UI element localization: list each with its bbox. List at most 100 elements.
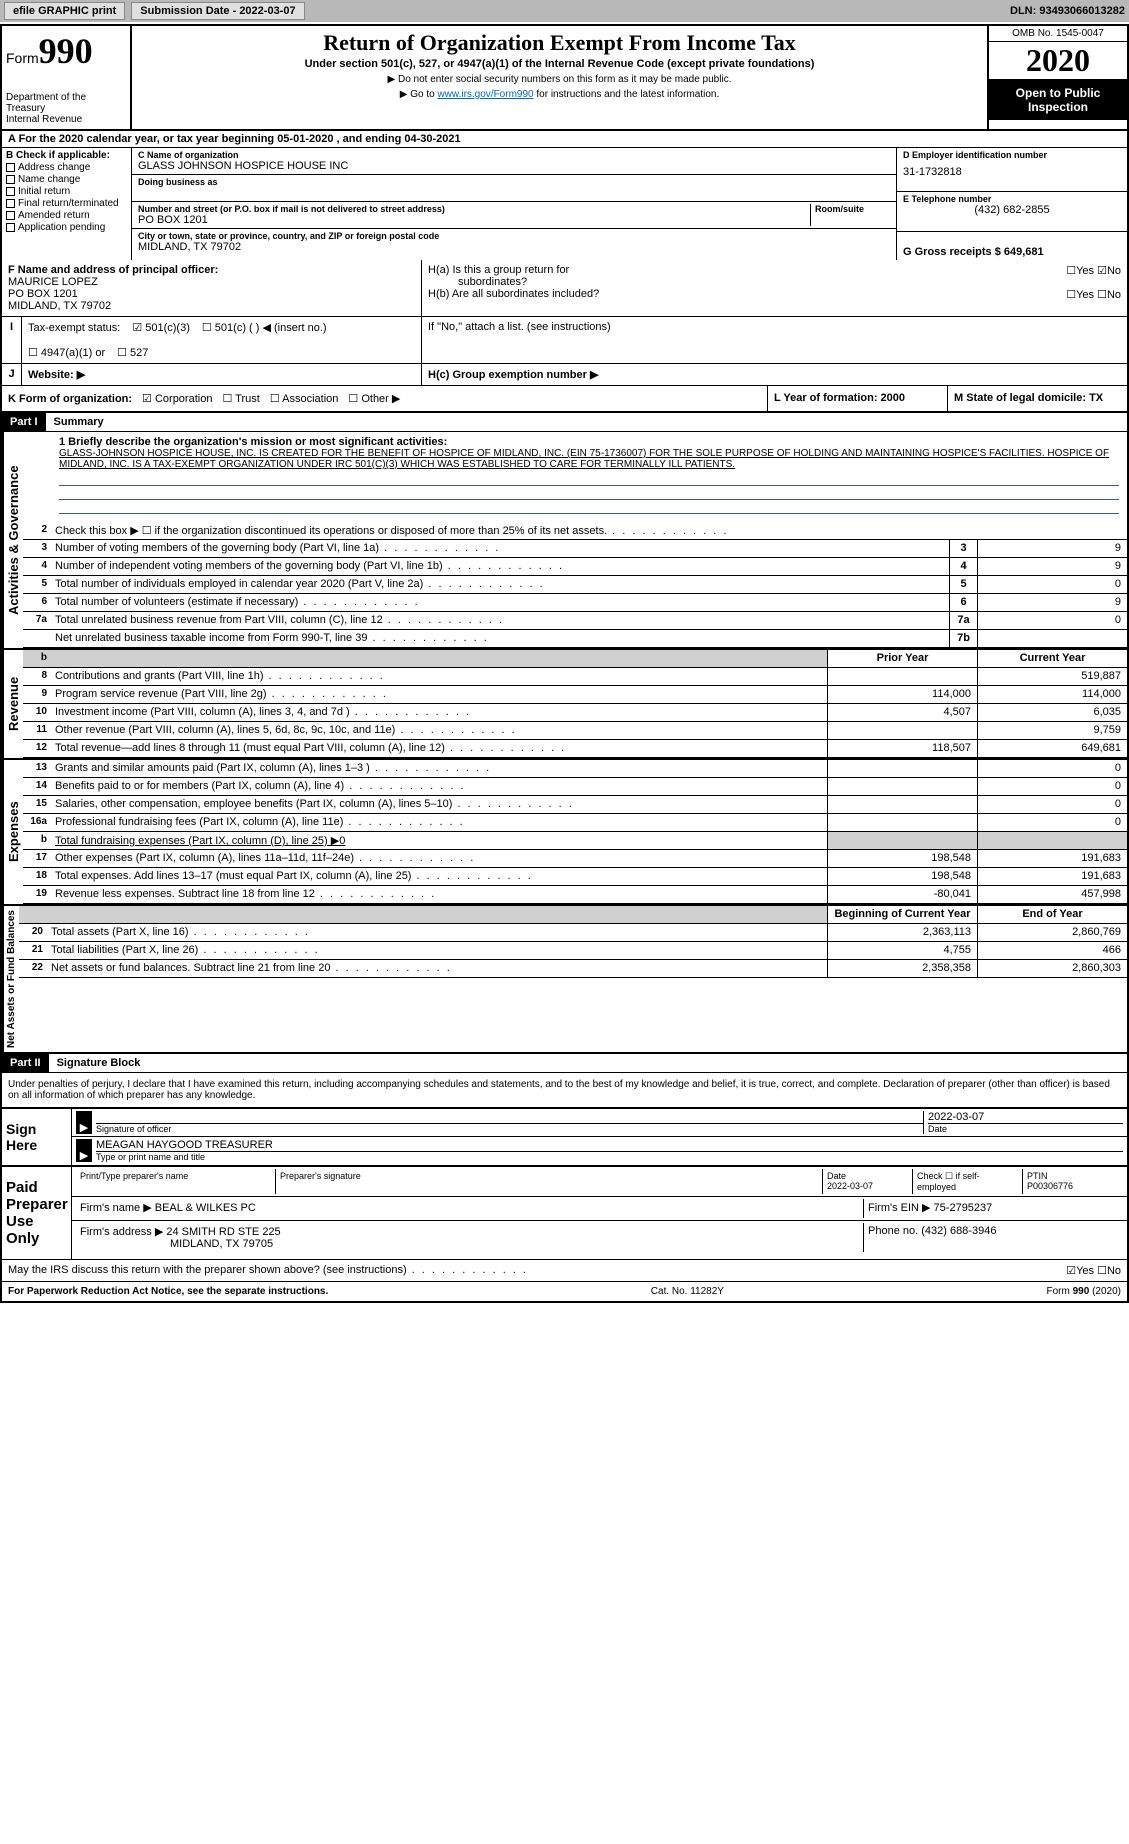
efile-btn[interactable]: efile GRAPHIC print (4, 2, 125, 20)
open-line1: Open to Public (991, 86, 1125, 100)
checkbox-item[interactable]: Initial return (6, 186, 127, 197)
hb-label: H(b) Are all subordinates included? (428, 288, 599, 300)
checkbox-item[interactable]: Application pending (6, 222, 127, 233)
officer-addr1: PO BOX 1201 (8, 288, 415, 300)
checkbox-item[interactable]: Address change (6, 162, 127, 173)
submission-btn[interactable]: Submission Date - 2022-03-07 (131, 2, 304, 20)
arrow-icon: ▶ (76, 1139, 92, 1162)
city-val: MIDLAND, TX 79702 (138, 241, 890, 253)
opt-501c3[interactable]: ☑ 501(c)(3) (132, 321, 190, 334)
gray-num-head: b (23, 650, 51, 667)
form-word: Form (6, 50, 39, 66)
prep-date-val: 2022-03-07 (827, 1181, 908, 1191)
room-label: Room/suite (815, 204, 890, 214)
dept-line3: Internal Revenue (6, 114, 126, 125)
net-row: 21Total liabilities (Part X, line 26)4,7… (19, 942, 1127, 960)
k-corp[interactable]: ☑ Corporation (142, 392, 212, 405)
form-number: 990 (39, 31, 93, 71)
period-row: A For the 2020 calendar year, or tax yea… (2, 131, 1127, 148)
hnote-text: If "No," attach a list. (see instruction… (428, 321, 1121, 333)
footer-mid: Cat. No. 11282Y (651, 1286, 724, 1297)
end-year-head: End of Year (977, 906, 1127, 923)
expense-row: bTotal fundraising expenses (Part IX, co… (23, 832, 1127, 850)
no-label: No (1107, 265, 1121, 277)
opt-4947[interactable]: ☐ 4947(a)(1) or (28, 346, 105, 359)
summary-expenses: Expenses 13Grants and similar amounts pa… (2, 758, 1127, 904)
part2-tag: Part II (2, 1054, 49, 1072)
firm-addr-label: Firm's address ▶ (80, 1226, 163, 1238)
open-line2: Inspection (991, 100, 1125, 114)
vlabel-rev: Revenue (2, 650, 23, 758)
officer-label: F Name and address of principal officer: (8, 264, 415, 276)
footer-left: For Paperwork Reduction Act Notice, see … (8, 1286, 328, 1297)
box-l: L Year of formation: 2000 (767, 386, 947, 411)
row-j-hc: J Website: ▶ H(c) Group exemption number… (2, 364, 1127, 386)
ha-yn: ☐Yes ☑No (1066, 264, 1121, 288)
dln-label: DLN: 93493066013282 (1010, 5, 1125, 17)
tax-status-label: Tax-exempt status: (28, 322, 120, 334)
checkbox-item[interactable]: Amended return (6, 210, 127, 221)
penalties-text: Under penalties of perjury, I declare th… (2, 1073, 1127, 1107)
firm-phone: Phone no. (432) 688-3946 (863, 1223, 1123, 1252)
firm-ein: Firm's EIN ▶ 75-2795237 (863, 1199, 1123, 1218)
note2-pre: ▶ Go to (400, 89, 438, 100)
no-label2: No (1107, 289, 1121, 301)
ha-label2: subordinates? (458, 276, 527, 288)
sig-officer-row: ▶ Signature of officer 2022-03-07 Date (72, 1109, 1127, 1137)
form-container: Form990 Department of the Treasury Inter… (0, 24, 1129, 1303)
opt-501c[interactable]: ☐ 501(c) ( ) ◀ (insert no.) (202, 321, 327, 334)
firm-addr2: MIDLAND, TX 79705 (170, 1238, 859, 1250)
paid-prep-label: Paid Preparer Use Only (2, 1167, 72, 1259)
irs-link[interactable]: www.irs.gov/Form990 (437, 89, 533, 100)
opt-527[interactable]: ☐ 527 (117, 346, 148, 359)
mission-text: GLASS-JOHNSON HOSPICE HOUSE, INC. IS CRE… (59, 448, 1119, 470)
expense-row: 16aProfessional fundraising fees (Part I… (23, 814, 1127, 832)
addr-cell: Number and street (or P.O. box if mail i… (132, 202, 896, 229)
dept-line2: Treasury (6, 103, 126, 114)
phone-val: (432) 682-2855 (903, 204, 1121, 216)
org-name-cell: C Name of organization GLASS JOHNSON HOS… (132, 148, 896, 175)
blue-line (59, 500, 1119, 514)
note2-post: for instructions and the latest informat… (534, 89, 720, 100)
checkbox-item[interactable]: Final return/terminated (6, 198, 127, 209)
checkbox-item[interactable]: Name change (6, 174, 127, 185)
tax-year: 2020 (989, 42, 1127, 80)
current-year-head: Current Year (977, 650, 1127, 667)
blue-line (59, 486, 1119, 500)
ha-label: H(a) Is this a group return for (428, 264, 569, 276)
summary-governance: Activities & Governance 1 Briefly descri… (2, 432, 1127, 648)
hb-yn: ☐Yes ☐No (1066, 288, 1121, 301)
dba-cell: Doing business as (132, 175, 896, 202)
part1-header: Part I Summary (2, 413, 1127, 432)
k-other[interactable]: ☐ Other ▶ (348, 392, 400, 405)
box-b: B Check if applicable: Address changeNam… (2, 148, 132, 260)
phone-label: E Telephone number (903, 194, 1121, 204)
gov-row: 2Check this box ▶ ☐ if the organization … (23, 522, 1127, 540)
gov-row: 6Total number of volunteers (estimate if… (23, 594, 1127, 612)
city-cell: City or town, state or province, country… (132, 229, 896, 255)
tax-status: Tax-exempt status: ☑ 501(c)(3) ☐ 501(c) … (22, 317, 422, 363)
officer-addr2: MIDLAND, TX 79702 (8, 300, 415, 312)
k-assoc[interactable]: ☐ Association (270, 392, 339, 405)
website: Website: ▶ (22, 364, 422, 385)
vlabel-gov: Activities & Governance (2, 432, 23, 648)
form-header: Form990 Department of the Treasury Inter… (2, 26, 1127, 131)
revenue-row: 10Investment income (Part VIII, column (… (23, 704, 1127, 722)
form-note2: ▶ Go to www.irs.gov/Form990 for instruct… (140, 89, 979, 100)
footer: For Paperwork Reduction Act Notice, see … (2, 1281, 1127, 1301)
revenue-row: 11Other revenue (Part VIII, column (A), … (23, 722, 1127, 740)
k-trust[interactable]: ☐ Trust (222, 392, 259, 405)
box-f: F Name and address of principal officer:… (2, 260, 422, 316)
ein-cell: D Employer identification number 31-1732… (897, 148, 1127, 192)
form-note1: ▶ Do not enter social security numbers o… (140, 74, 979, 85)
hc-label: H(c) Group exemption number ▶ (428, 369, 598, 381)
website-label: Website: ▶ (28, 369, 85, 381)
firm-addr1: 24 SMITH RD STE 225 (166, 1226, 280, 1238)
prep-row1: Print/Type preparer's name Preparer's si… (72, 1167, 1127, 1197)
discuss-row: May the IRS discuss this return with the… (2, 1259, 1127, 1281)
mission-label: 1 Briefly describe the organization's mi… (59, 436, 1119, 448)
header-left: Form990 Department of the Treasury Inter… (2, 26, 132, 129)
prep-row3: Firm's address ▶ 24 SMITH RD STE 225 MID… (72, 1221, 1127, 1254)
m-label: M State of legal domicile: TX (954, 392, 1103, 404)
part1-tag: Part I (2, 413, 46, 431)
